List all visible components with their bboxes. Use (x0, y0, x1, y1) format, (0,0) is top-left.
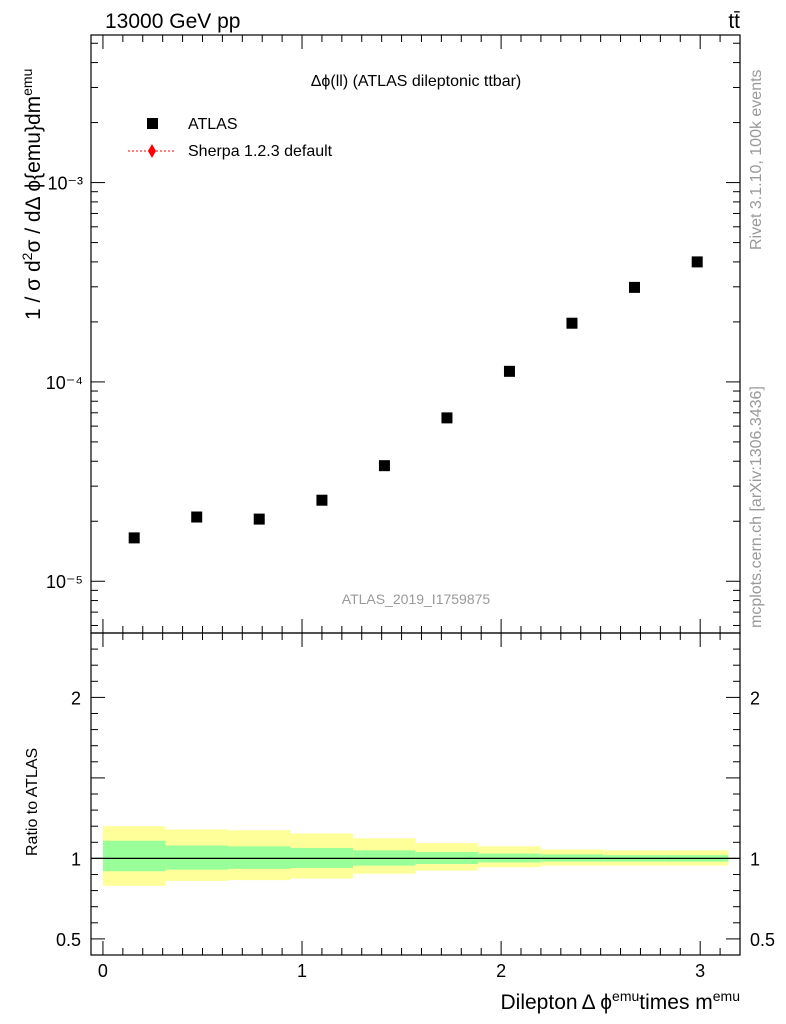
ratio-y-tick-label-right: 2 (750, 688, 760, 708)
atlas-data-point (441, 412, 453, 424)
analysis-label: ATLAS_2019_I1759875 (342, 591, 491, 607)
atlas-data-point (191, 511, 203, 523)
atlas-data-point (253, 513, 265, 525)
main-y-axis-label: 1 / σ d2σ / dΔ ϕ{emu}dmemu (19, 69, 45, 320)
ratio-inner-band (165, 845, 228, 870)
x-tick-label: 2 (496, 961, 506, 981)
atlas-data-point (503, 365, 515, 377)
mcplots-label: mcplots.cern.ch [arXiv:1306.3436] (748, 386, 765, 628)
x-tick-label: 0 (98, 961, 108, 981)
main-y-tick-label: 10⁻³ (47, 174, 83, 194)
ratio-inner-band (227, 846, 291, 869)
atlas-data-point (378, 460, 390, 472)
main-y-tick-label: 10⁻⁵ (46, 572, 83, 592)
main-y-tick-label: 10⁻⁴ (46, 373, 83, 393)
ratio-y-tick-label: 0.5 (56, 930, 81, 950)
ratio-uncertainty-bands (102, 826, 729, 886)
legend-sherpa-label: Sherpa 1.2.3 default (188, 143, 333, 160)
ratio-y-axis-label: Ratio to ATLAS (24, 748, 41, 856)
legend-atlas-marker (147, 118, 158, 129)
energy-label: 13000 GeV pp (105, 10, 240, 33)
rivet-label: Rivet 3.1.10, 100k events (748, 69, 765, 250)
atlas-data-points (128, 256, 703, 544)
legend-atlas-label: ATLAS (188, 116, 238, 133)
atlas-data-point (628, 281, 640, 293)
x-tick-label: 1 (297, 961, 307, 981)
plot-title: Δϕ(ll) (ATLAS dileptonic ttbar) (311, 73, 522, 90)
process-label: tt̄ (728, 10, 740, 33)
x-tick-label: 3 (695, 961, 705, 981)
ratio-plot-frame (90, 632, 741, 956)
ratio-axis-ticks: 0.5 0.5 1 1 2 2 0 1 2 3 (56, 632, 775, 981)
ratio-y-tick-label-right: 1 (750, 849, 760, 869)
legend: ATLAS Sherpa 1.2.3 default (128, 116, 333, 160)
legend-sherpa-marker (148, 144, 156, 158)
atlas-data-point (128, 532, 140, 544)
atlas-data-point (316, 494, 328, 506)
x-axis-label: Dilepton Δ ϕemutimes memu (501, 988, 741, 1014)
ratio-y-tick-label-right: 0.5 (750, 930, 775, 950)
ratio-y-tick-label: 2 (71, 688, 81, 708)
atlas-data-point (691, 256, 703, 268)
ratio-inner-band (102, 840, 166, 872)
atlas-data-point (566, 317, 578, 329)
ratio-y-tick-label: 1 (71, 849, 81, 869)
main-axis-ticks: 10⁻⁵ 10⁻⁴ 10⁻³ (46, 35, 740, 633)
